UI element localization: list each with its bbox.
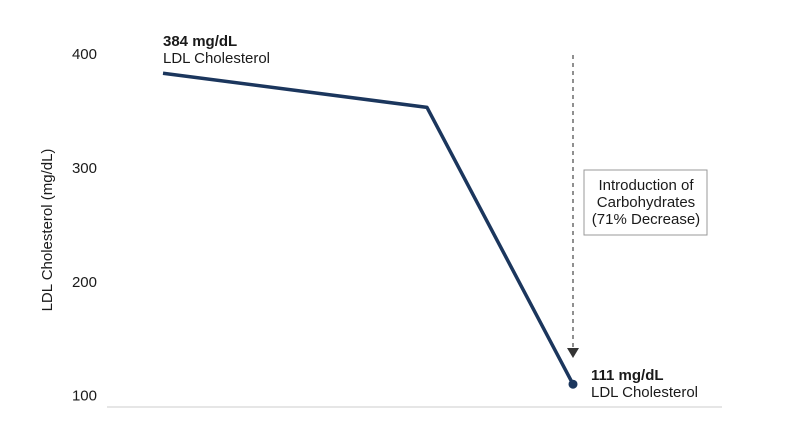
annotation-box [583, 169, 708, 236]
y-tick-label: 400 [72, 46, 97, 63]
arrow-head [567, 348, 579, 358]
value-label: 384 mg/dL [163, 33, 237, 50]
annotation-text: (71% Decrease) [592, 211, 700, 228]
point-note: LDL Cholesterol [591, 384, 698, 401]
y-tick-label: 100 [72, 388, 97, 405]
y-axis-label: LDL Cholesterol (mg/dL) [39, 149, 56, 312]
value-label: 111 mg/dL [591, 367, 664, 384]
annotation-text: Carbohydrates [597, 194, 695, 211]
y-tick-label: 300 [72, 160, 97, 177]
data-line [162, 71, 575, 386]
end-point [568, 379, 578, 389]
point-note: LDL Cholesterol [163, 50, 270, 67]
annotation-text: Introduction of [598, 177, 694, 194]
y-tick-label: 200 [72, 274, 97, 291]
